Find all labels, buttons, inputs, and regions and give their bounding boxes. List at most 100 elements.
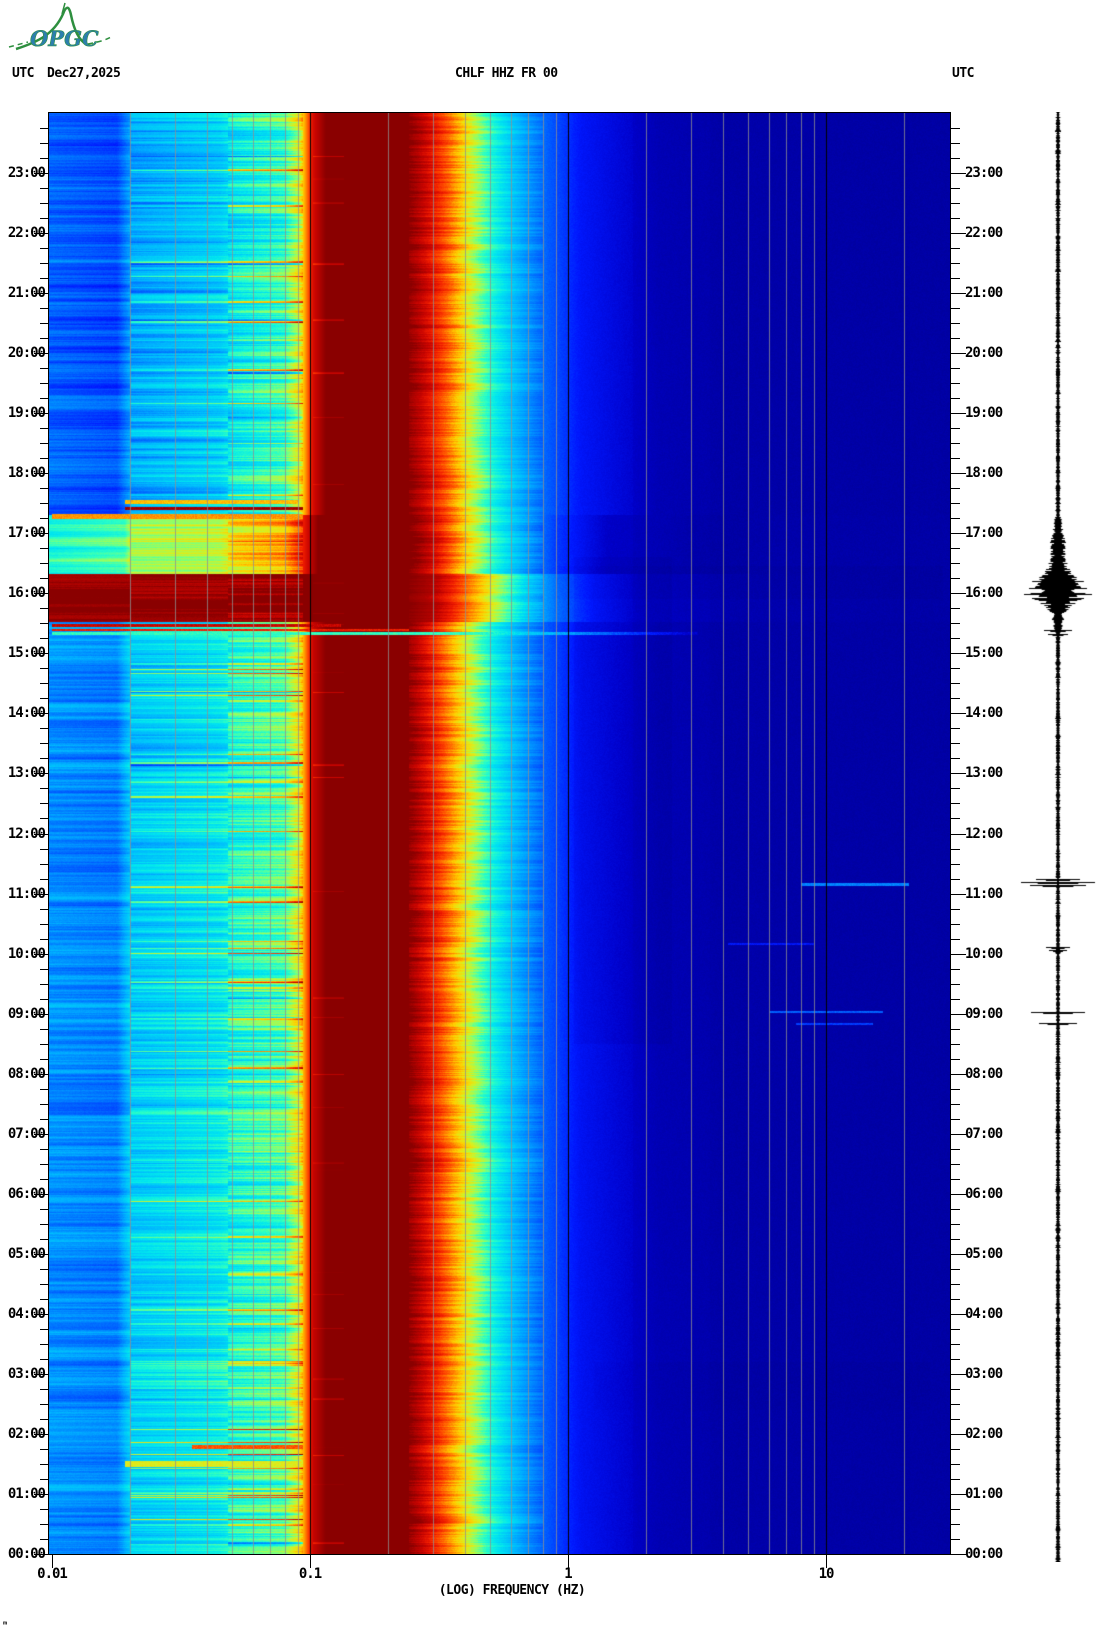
- time-tick-right: [951, 608, 960, 609]
- time-tick-right: [951, 1164, 960, 1165]
- time-label-right: 04:00: [965, 1306, 1003, 1322]
- time-tick-right: [951, 743, 960, 744]
- freq-tick: [52, 1555, 53, 1568]
- time-tick-left: [40, 728, 49, 729]
- time-tick-left: [34, 1494, 49, 1495]
- time-tick-right: [951, 818, 960, 819]
- time-label-right: 01:00: [965, 1486, 1003, 1502]
- time-label-right: 20:00: [965, 345, 1003, 361]
- time-label-left: 19:00: [7, 405, 46, 421]
- time-tick-left: [40, 383, 49, 384]
- spectrogram-frame: [48, 112, 951, 1555]
- time-label-left: 20:00: [7, 345, 46, 361]
- time-tick-right: [951, 383, 960, 384]
- header-date: Dec27,2025: [47, 66, 121, 81]
- time-tick-left: [40, 398, 49, 399]
- time-label-left: 04:00: [7, 1306, 46, 1322]
- time-tick-right: [951, 1299, 960, 1300]
- time-tick-right: [951, 428, 960, 429]
- time-tick-left: [40, 818, 49, 819]
- time-label-right: 17:00: [965, 525, 1003, 541]
- time-label-right: 11:00: [965, 886, 1003, 902]
- seismogram-trace-canvas: [1013, 112, 1102, 1562]
- time-tick-left: [34, 173, 49, 174]
- time-label-right: 02:00: [965, 1426, 1003, 1442]
- time-tick-left: [34, 473, 49, 474]
- time-tick-right: [951, 1539, 960, 1540]
- time-tick-left: [40, 939, 49, 940]
- time-tick-right: [951, 458, 960, 459]
- time-tick-right: [951, 1449, 960, 1450]
- time-tick-right: [951, 1254, 966, 1255]
- time-tick-left: [40, 668, 49, 669]
- time-tick-left: [40, 548, 49, 549]
- time-tick-right: [951, 683, 960, 684]
- time-tick-right: [951, 668, 960, 669]
- time-tick-left: [40, 1464, 49, 1465]
- time-tick-left: [40, 1284, 49, 1285]
- time-tick-right: [951, 1044, 960, 1045]
- time-tick-left: [40, 563, 49, 564]
- opgc-logo: OPGC: [8, 2, 114, 51]
- time-tick-right: [951, 894, 966, 895]
- time-label-left: 08:00: [7, 1066, 46, 1082]
- spectrogram-canvas: [49, 113, 950, 1554]
- time-tick-left: [34, 353, 49, 354]
- time-label-left: 21:00: [7, 285, 46, 301]
- time-tick-right: [951, 939, 960, 940]
- time-tick-left: [40, 248, 49, 249]
- freq-tick-label: 10: [818, 1566, 835, 1582]
- time-tick-right: [951, 1554, 966, 1555]
- time-label-left: 15:00: [7, 645, 46, 661]
- time-tick-left: [34, 533, 49, 534]
- time-tick-right: [951, 1374, 966, 1375]
- time-tick-left: [34, 233, 49, 234]
- time-tick-left: [40, 1479, 49, 1480]
- time-tick-right: [951, 188, 960, 189]
- time-tick-right: [951, 1074, 966, 1075]
- time-tick-left: [40, 1404, 49, 1405]
- time-tick-left: [34, 1434, 49, 1435]
- time-tick-right: [951, 1194, 966, 1195]
- time-label-left: 07:00: [7, 1126, 46, 1142]
- time-label-left: 10:00: [7, 946, 46, 962]
- time-tick-left: [40, 924, 49, 925]
- time-label-right: 05:00: [965, 1246, 1003, 1262]
- time-label-left: 12:00: [7, 826, 46, 842]
- time-tick-right: [951, 1329, 960, 1330]
- time-tick-left: [40, 203, 49, 204]
- time-tick-left: [40, 1344, 49, 1345]
- time-tick-left: [34, 1254, 49, 1255]
- freq-tick: [568, 1555, 569, 1568]
- time-tick-right: [951, 173, 966, 174]
- time-tick-left: [40, 1179, 49, 1180]
- time-tick-right: [951, 638, 960, 639]
- time-tick-left: [40, 1089, 49, 1090]
- time-tick-left: [40, 143, 49, 144]
- time-label-left: 09:00: [7, 1006, 46, 1022]
- time-tick-left: [40, 743, 49, 744]
- logo-peak-line: [61, 2, 66, 15]
- time-tick-left: [40, 278, 49, 279]
- time-label-right: 15:00: [965, 645, 1003, 661]
- time-tick-right: [951, 488, 960, 489]
- time-tick-left: [34, 773, 49, 774]
- time-tick-right: [951, 443, 960, 444]
- time-tick-left: [40, 803, 49, 804]
- time-label-right: 06:00: [965, 1186, 1003, 1202]
- time-tick-left: [40, 864, 49, 865]
- time-tick-right: [951, 849, 960, 850]
- header-utc-left: UTC: [12, 66, 34, 81]
- time-tick-left: [40, 263, 49, 264]
- time-tick-right: [951, 563, 960, 564]
- time-tick-left: [40, 188, 49, 189]
- time-tick-right: [951, 368, 960, 369]
- time-tick-left: [40, 623, 49, 624]
- time-tick-right: [951, 1434, 966, 1435]
- time-label-left: 16:00: [7, 585, 46, 601]
- logo-dash-right: [87, 35, 114, 45]
- time-tick-left: [40, 323, 49, 324]
- time-tick-left: [34, 593, 49, 594]
- time-tick-left: [40, 879, 49, 880]
